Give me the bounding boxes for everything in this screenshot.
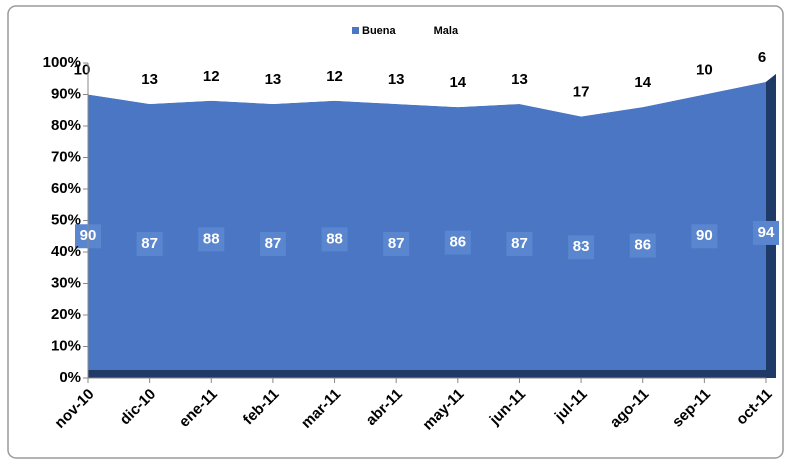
y-tick-label: 70% xyxy=(51,148,81,165)
data-label: 12 xyxy=(203,68,220,85)
data-label: 6 xyxy=(758,49,766,66)
data-label-box xyxy=(629,233,656,258)
area-1 xyxy=(88,63,766,117)
data-label: 87 xyxy=(511,235,528,252)
data-label: 13 xyxy=(141,71,158,88)
data-label: 13 xyxy=(511,71,528,88)
y-tick-label: 60% xyxy=(51,180,81,197)
y-tick-label: 40% xyxy=(51,243,81,260)
legend-label: Buena xyxy=(362,25,397,37)
data-label-box xyxy=(444,230,471,255)
data-label: 90 xyxy=(696,227,713,244)
y-tick-label: 20% xyxy=(51,306,81,323)
data-label: 12 xyxy=(326,68,343,85)
data-label: 86 xyxy=(449,234,466,251)
data-label: 88 xyxy=(326,230,343,247)
area-0 xyxy=(88,81,766,379)
depth-bottom xyxy=(88,370,776,378)
data-label: 87 xyxy=(388,235,405,252)
data-label: 13 xyxy=(388,71,405,88)
data-label-box xyxy=(691,224,718,249)
data-label-box xyxy=(259,231,286,256)
data-label: 14 xyxy=(449,74,466,91)
y-tick-label: 0% xyxy=(59,369,81,386)
data-label: 10 xyxy=(74,61,91,78)
y-tick-label: 90% xyxy=(51,85,81,102)
data-label: 88 xyxy=(203,230,220,247)
data-label-box xyxy=(506,231,533,256)
data-label: 83 xyxy=(573,238,590,255)
data-label: 86 xyxy=(634,237,651,254)
data-label-box xyxy=(568,235,595,260)
legend-label: Mala xyxy=(434,25,459,37)
y-tick-label: 100% xyxy=(43,54,81,71)
data-label: 14 xyxy=(634,74,651,91)
data-label: 87 xyxy=(265,235,282,252)
legend-swatch xyxy=(423,27,431,34)
y-tick-label: 10% xyxy=(51,337,81,354)
y-tick-label: 50% xyxy=(51,211,81,228)
y-tick-label: 30% xyxy=(51,274,81,291)
data-label-box xyxy=(383,231,410,256)
y-tick-label: 80% xyxy=(51,117,81,134)
legend-swatch xyxy=(352,27,359,34)
data-label-box xyxy=(321,227,348,252)
data-label-box xyxy=(136,231,163,256)
data-label: 17 xyxy=(573,84,590,101)
plot-area xyxy=(88,63,776,379)
data-label-box xyxy=(198,227,225,252)
data-label: 10 xyxy=(696,61,713,78)
data-label-box xyxy=(753,220,779,245)
data-label: 94 xyxy=(758,224,775,241)
data-label: 87 xyxy=(141,235,158,252)
data-label: 13 xyxy=(265,71,282,88)
